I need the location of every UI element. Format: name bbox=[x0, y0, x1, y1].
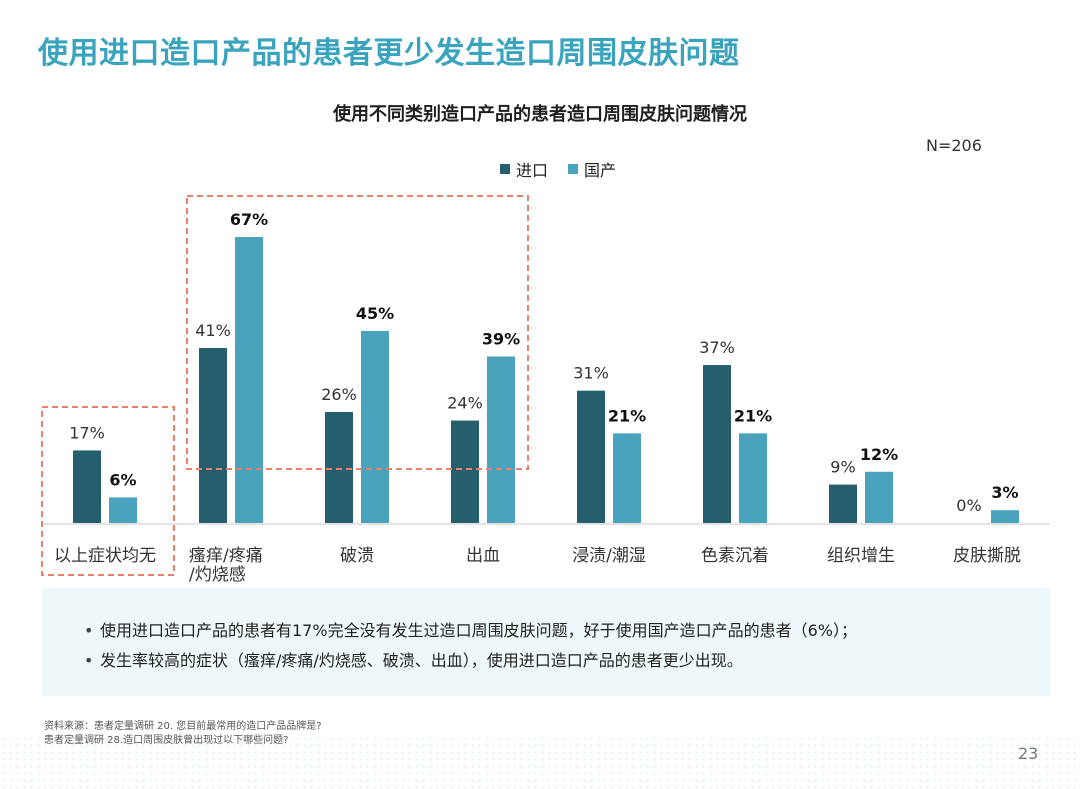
bar-chart: 17% 41% 26% 24% 31% 37% 9% 0% 6% 67% 45% 39% 21% 21% 1… bbox=[41, 195, 1050, 585]
bar-domestic bbox=[613, 433, 641, 523]
legend-label-imported: 进口 bbox=[516, 161, 549, 180]
data-label: 21% bbox=[734, 406, 772, 425]
bar-imported bbox=[829, 484, 857, 523]
summary-bullet: 发生率较高的症状（瘙痒/疼痛/灼烧感、破溃、出血），使用进口造口产品的患者更少出… bbox=[84, 646, 1050, 676]
data-label: 17% bbox=[69, 423, 105, 442]
bar-imported bbox=[577, 390, 605, 523]
page-title: 使用进口造口产品的患者更少发生造口周围皮肤问题 bbox=[38, 36, 740, 71]
data-label: 0% bbox=[956, 496, 981, 515]
legend-label-domestic: 国产 bbox=[584, 161, 617, 180]
data-label: 9% bbox=[830, 458, 855, 477]
highlight-box bbox=[41, 406, 175, 576]
data-label: 21% bbox=[608, 406, 646, 425]
bar-imported bbox=[325, 412, 353, 523]
category-label: 以上症状均无 bbox=[54, 546, 156, 566]
source-line: 资料来源：患者定量调研 20. 您目前最常用的造口产品品牌是? bbox=[44, 721, 322, 732]
summary-bullet: 使用进口造口产品的患者有17%完全没有发生过造口周围皮肤问题，好于使用国产造口产… bbox=[84, 616, 1050, 646]
data-label: 3% bbox=[991, 483, 1018, 502]
category-label: 组织增生 bbox=[827, 546, 895, 566]
bar-domestic bbox=[991, 510, 1019, 523]
data-label: 26% bbox=[321, 385, 357, 404]
category-label: 浸渍/潮湿 bbox=[572, 546, 646, 566]
sample-size-label: N=206 bbox=[926, 136, 982, 155]
category-label: 色素沉着 bbox=[701, 546, 769, 566]
decorative-dot-pattern bbox=[0, 735, 1080, 789]
data-label: 37% bbox=[699, 338, 735, 357]
bar-domestic bbox=[235, 237, 263, 523]
data-label: 67% bbox=[230, 210, 268, 229]
bar-imported bbox=[451, 420, 479, 523]
legend-swatch-domestic bbox=[568, 164, 579, 174]
summary-box: 使用进口造口产品的患者有17%完全没有发生过造口周围皮肤问题，好于使用国产造口产… bbox=[42, 588, 1050, 696]
bar-imported bbox=[73, 450, 101, 523]
page-number: 23 bbox=[1018, 744, 1039, 763]
bar-imported bbox=[199, 347, 227, 523]
data-label: 45% bbox=[356, 304, 394, 323]
bar-domestic bbox=[865, 471, 893, 523]
data-label: 41% bbox=[195, 321, 231, 340]
category-label: 破溃 bbox=[340, 546, 374, 566]
bar-domestic bbox=[487, 356, 515, 523]
category-label: /灼烧感 bbox=[189, 565, 246, 585]
category-label: 出血 bbox=[466, 546, 500, 566]
bar-domestic bbox=[361, 330, 389, 523]
data-label: 12% bbox=[860, 445, 898, 464]
source-note: 资料来源：患者定量调研 20. 您目前最常用的造口产品品牌是? 患者定量调研 2… bbox=[44, 720, 322, 748]
bar-imported bbox=[703, 365, 731, 523]
data-label: 6% bbox=[109, 470, 136, 489]
data-label: 24% bbox=[447, 394, 483, 413]
category-label: 皮肤撕脱 bbox=[953, 546, 1021, 566]
category-label: 瘙痒/疼痛 bbox=[189, 546, 263, 566]
data-label: 31% bbox=[573, 364, 609, 383]
chart-title: 使用不同类别造口产品的患者造口周围皮肤问题情况 bbox=[333, 104, 747, 125]
bar-domestic bbox=[739, 433, 767, 523]
legend-swatch-imported bbox=[500, 164, 510, 174]
legend-item-domestic: 国产 bbox=[568, 157, 616, 181]
data-label: 39% bbox=[482, 330, 520, 349]
chart-legend: 进口 国产 bbox=[500, 157, 616, 181]
bar-domestic bbox=[109, 497, 137, 523]
legend-item-imported: 进口 bbox=[500, 157, 548, 181]
highlight-box bbox=[186, 195, 529, 470]
source-line: 患者定量调研 28.造口周围皮肤曾出现过以下哪些问题? bbox=[44, 735, 289, 746]
